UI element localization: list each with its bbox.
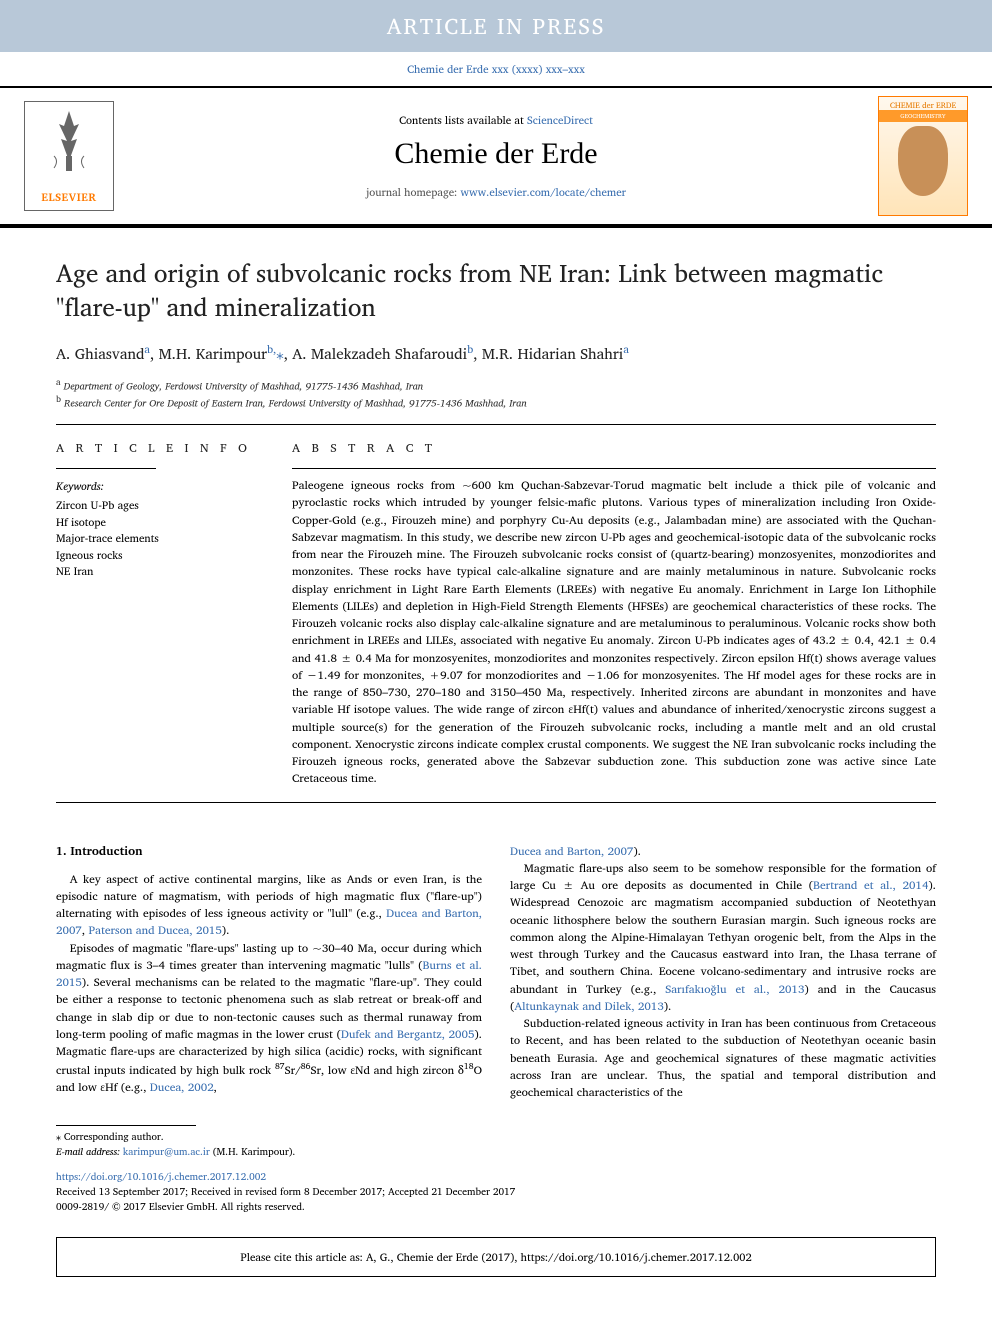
footer: ⁎ Corresponding author. E-mail address: … (0, 1117, 992, 1227)
abstract-heading: A B S T R A C T (292, 439, 936, 458)
abstract-text: Paleogene igneous rocks from ~600 km Quc… (292, 477, 936, 788)
email-link[interactable]: karimpur@um.ac.ir (123, 1144, 210, 1160)
journal-cover[interactable]: CHEMIE der ERDE GEOCHEMISTRY (878, 96, 968, 216)
elsevier-tree-icon (39, 106, 99, 176)
body-text: 1. Introduction A key aspect of active c… (0, 833, 992, 1118)
section-heading: 1. Introduction (56, 843, 482, 861)
article-info-heading: A R T I C L E I N F O (56, 439, 256, 458)
paragraph: A key aspect of active continental margi… (56, 871, 482, 940)
article-in-press-banner: ARTICLE IN PRESS (0, 0, 992, 52)
masthead: ELSEVIER Contents lists available at Sci… (0, 86, 992, 228)
sciencedirect-link[interactable]: ScienceDirect (527, 111, 593, 129)
cover-title: CHEMIE der ERDE (879, 97, 967, 110)
paragraph: Ducea and Barton, 2007). (510, 843, 936, 860)
corresponding-author: ⁎ Corresponding author. (56, 1130, 936, 1145)
copyright-line: 0009-2819/ © 2017 Elsevier GmbH. All rig… (56, 1200, 936, 1215)
keyword: Igneous rocks (56, 547, 256, 564)
masthead-center: Contents lists available at ScienceDirec… (130, 111, 862, 201)
citation-box: Please cite this article as: A, G., Chem… (56, 1237, 936, 1277)
info-rule (56, 468, 156, 469)
authors: A. Ghiasvanda, M.H. Karimpourb,⁎, A. Mal… (56, 340, 936, 366)
received-line: Received 13 September 2017; Received in … (56, 1185, 936, 1200)
keyword: Major-trace elements (56, 530, 256, 547)
cover-image (898, 126, 948, 196)
paragraph: Episodes of magmatic "flare-ups" lasting… (56, 940, 482, 1097)
affiliation-a: a Department of Geology, Ferdowsi Univer… (56, 376, 936, 393)
keyword: Hf isotope (56, 514, 256, 531)
keyword: Zircon U-Pb ages (56, 497, 256, 514)
homepage-line: journal homepage: www.elsevier.com/locat… (130, 183, 862, 201)
journal-ref-link[interactable]: Chemie der Erde xxx (xxxx) xxx–xxx (407, 60, 585, 78)
doi-link[interactable]: https://doi.org/10.1016/j.chemer.2017.12… (56, 1169, 266, 1185)
citation-text: Please cite this article as: A, G., Chem… (240, 1248, 751, 1266)
article-title: Age and origin of subvolcanic rocks from… (56, 256, 936, 324)
journal-reference: Chemie der Erde xxx (xxxx) xxx–xxx (0, 52, 992, 86)
journal-title: Chemie der Erde (130, 137, 862, 171)
elsevier-logo[interactable]: ELSEVIER (24, 101, 114, 211)
paragraph: Magmatic flare-ups also seem to be someh… (510, 860, 936, 1015)
separator (56, 424, 936, 425)
keyword: NE Iran (56, 563, 256, 580)
article-header: Age and origin of subvolcanic rocks from… (0, 228, 992, 833)
abstract-column: A B S T R A C T Paleogene igneous rocks … (292, 439, 936, 788)
article-info-column: A R T I C L E I N F O Keywords: Zircon U… (56, 439, 256, 788)
meta-row: A R T I C L E I N F O Keywords: Zircon U… (56, 439, 936, 788)
separator (56, 802, 936, 803)
homepage-link[interactable]: www.elsevier.com/locate/chemer (460, 183, 626, 201)
banner-text: ARTICLE IN PRESS (387, 8, 606, 44)
contents-line: Contents lists available at ScienceDirec… (130, 111, 862, 129)
email-line: E-mail address: karimpur@um.ac.ir (M.H. … (56, 1145, 936, 1160)
keywords-label: Keywords: (56, 477, 256, 495)
paragraph: Subduction-related igneous activity in I… (510, 1015, 936, 1101)
footer-rule (56, 1125, 196, 1126)
elsevier-wordmark: ELSEVIER (41, 188, 96, 206)
affiliation-b: b Research Center for Ore Deposit of Eas… (56, 393, 936, 410)
doi-line: https://doi.org/10.1016/j.chemer.2017.12… (56, 1170, 936, 1185)
abstract-rule (292, 468, 936, 469)
